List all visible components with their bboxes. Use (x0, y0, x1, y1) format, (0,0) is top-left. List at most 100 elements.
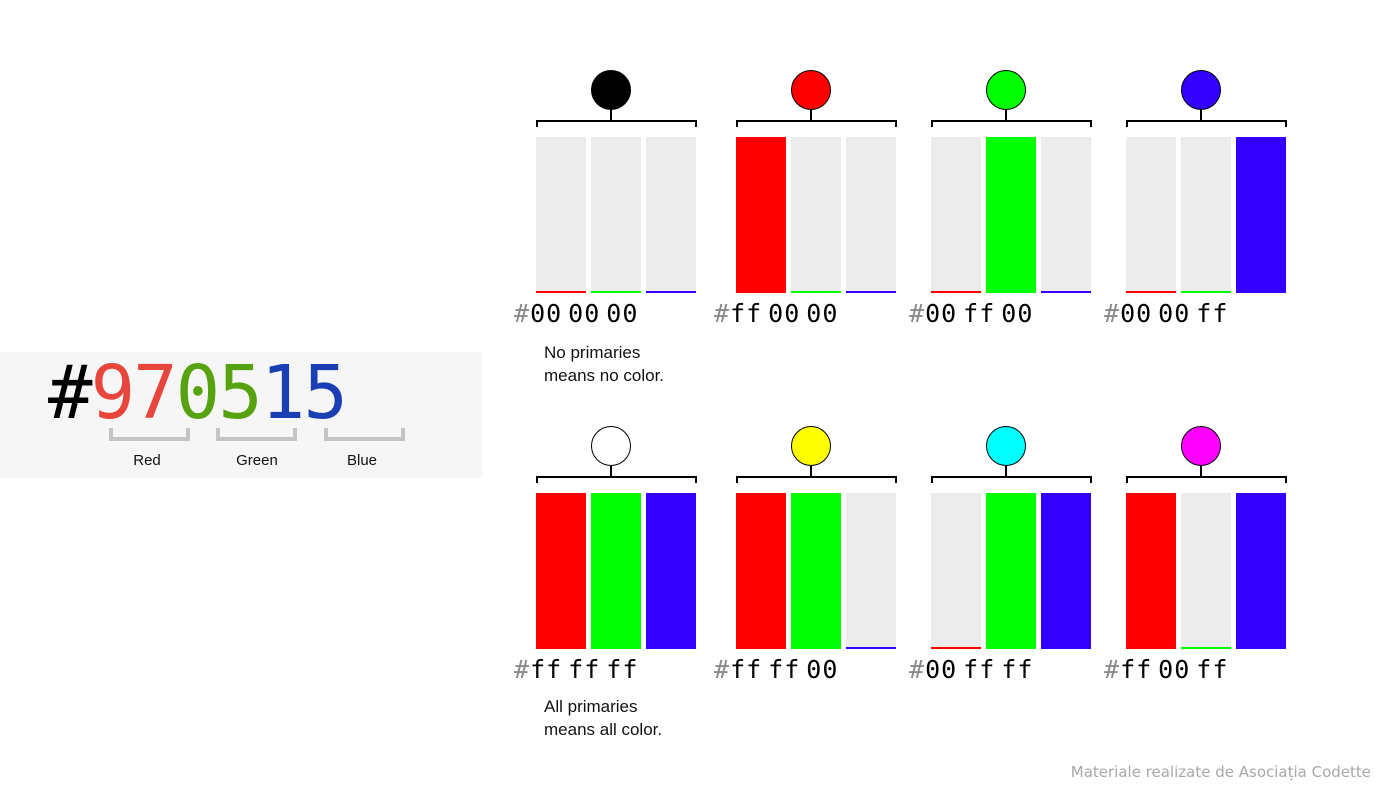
hex-blue-part: ff (606, 655, 639, 684)
hex-blue-part: ff (1001, 655, 1034, 684)
channel-bar (646, 137, 696, 293)
hex-value: #ff ff ff (514, 652, 638, 688)
hex-code-example: #970515 (48, 350, 348, 436)
channel-baseline (1126, 291, 1176, 293)
swatch-group: #ff 00 00 (714, 70, 906, 328)
swatch-group: #ff ff 00 (714, 426, 906, 684)
channel-baseline (1181, 291, 1231, 293)
channel-bar (931, 493, 981, 649)
hex-green-part: ff (963, 655, 996, 684)
hex-green-part: 00 (1158, 655, 1191, 684)
red-label: Red (133, 452, 161, 469)
bracket-tick (1126, 476, 1128, 483)
channel-baseline (846, 291, 896, 293)
swatch-group: #ff ff ff (514, 426, 706, 684)
bracket-stem (610, 110, 612, 120)
hex-value: #ff ff 00 (714, 652, 838, 688)
hex-value: #ff 00 00 (714, 296, 838, 332)
bracket-tick (536, 476, 538, 483)
color-circle (791, 70, 831, 110)
blue-label: Blue (346, 452, 378, 469)
bracket-line (736, 476, 897, 478)
bracket-tick (736, 476, 738, 483)
hex-value: #00 00 00 (514, 296, 638, 332)
bracket-stem (1200, 466, 1202, 476)
bracket-line (931, 120, 1092, 122)
hex-hash-part: # (909, 299, 926, 328)
hex-hash-part: # (714, 655, 731, 684)
bracket-tick (931, 476, 933, 483)
channel-bar (986, 137, 1036, 293)
bracket-stem (1005, 110, 1007, 120)
hex-blue-part: 00 (806, 655, 839, 684)
channel-bar (846, 493, 896, 649)
channel-baseline (536, 291, 586, 293)
hex-red-part: 00 (530, 299, 563, 328)
channel-baseline (591, 291, 641, 293)
bracket-stem (1005, 466, 1007, 476)
bracket-line (736, 120, 897, 122)
hex-blue-part: 00 (806, 299, 839, 328)
color-circle (986, 70, 1026, 110)
hex-red-digits: 97 (90, 350, 178, 436)
bracket-tick (1126, 120, 1128, 127)
channel-bar (736, 493, 786, 649)
channel-bar (1126, 137, 1176, 293)
caption-all-primaries: All primaries means all color. (544, 697, 663, 739)
channel-bar (846, 137, 896, 293)
bracket-tick (1285, 476, 1287, 483)
hex-blue-part: ff (1196, 299, 1229, 328)
bracket-tick (895, 120, 897, 127)
caption-no-primaries: No primaries means no color. (544, 343, 665, 385)
channel-bar (646, 493, 696, 649)
channel-bar (1181, 137, 1231, 293)
color-circle (1181, 70, 1221, 110)
bracket-tick (536, 120, 538, 127)
bracket-tick (695, 120, 697, 127)
bracket-stem (610, 466, 612, 476)
bracket-stem (810, 110, 812, 120)
hex-hash-part: # (714, 299, 731, 328)
hex-red-part: 00 (1120, 299, 1153, 328)
channel-bar (1181, 493, 1231, 649)
hex-green-digits: 05 (175, 350, 263, 436)
bracket-tick (1285, 120, 1287, 127)
hex-breakdown-panel (0, 352, 482, 478)
channel-bar (1041, 137, 1091, 293)
bracket-line (1126, 476, 1287, 478)
channel-bar (986, 493, 1036, 649)
hex-green-part: ff (963, 299, 996, 328)
bracket-tick (931, 120, 933, 127)
hex-value: #00 00 ff (1104, 296, 1228, 332)
blue-bracket (324, 428, 405, 441)
channel-bar (931, 137, 981, 293)
hex-red-part: 00 (925, 299, 958, 328)
channel-baseline (1181, 647, 1231, 649)
channel-baseline (931, 291, 981, 293)
hex-blue-part: 00 (1001, 299, 1034, 328)
hex-green-part: 00 (568, 299, 601, 328)
channel-baseline (791, 291, 841, 293)
channel-bar (591, 493, 641, 649)
hex-green-part: ff (568, 655, 601, 684)
hex-red-part: ff (730, 655, 763, 684)
channel-baseline (1041, 291, 1091, 293)
hex-hash-part: # (909, 655, 926, 684)
hex-blue-digits: 15 (260, 350, 348, 436)
bracket-line (1126, 120, 1287, 122)
channel-baseline (846, 647, 896, 649)
channel-bar (736, 137, 786, 293)
bracket-tick (736, 120, 738, 127)
green-label: Green (236, 452, 278, 469)
color-circle (591, 426, 631, 466)
hex-green-part: 00 (768, 299, 801, 328)
channel-baseline (646, 291, 696, 293)
channel-bar (791, 493, 841, 649)
hex-hash-part: # (514, 299, 531, 328)
channel-bar (591, 137, 641, 293)
hex-hash-part: # (1104, 655, 1121, 684)
color-circle (1181, 426, 1221, 466)
footer-credit: Materiale realizate de Asociația Codette (1070, 763, 1371, 781)
hex-hash-part: # (514, 655, 531, 684)
swatch-group: #ff 00 ff (1104, 426, 1296, 684)
